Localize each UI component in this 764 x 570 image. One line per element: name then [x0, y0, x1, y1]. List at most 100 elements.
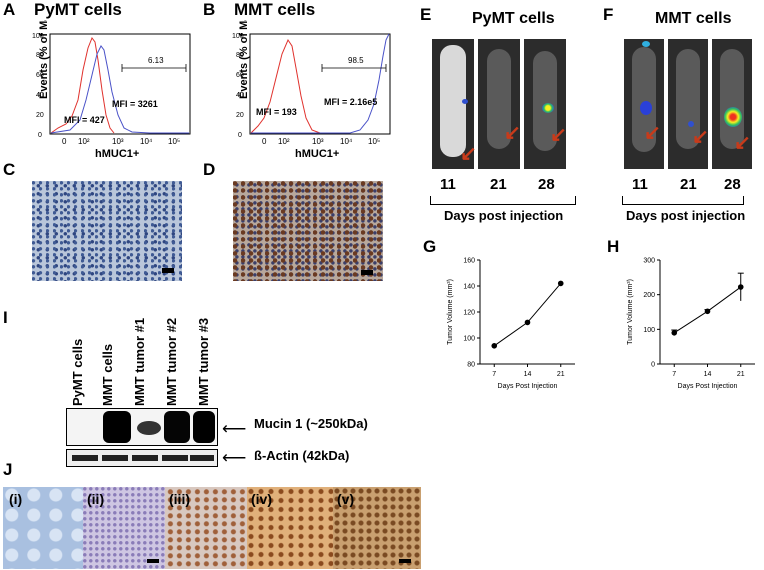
svg-text:60: 60 — [36, 72, 44, 79]
lane-label: PyMT cells — [70, 338, 85, 406]
panel-a-histogram: Events (% of Max) 0 20 40 60 80 100 0 10… — [32, 20, 191, 160]
svg-text:80: 80 — [36, 52, 44, 59]
panel-e-imaging: ↙ ↙ ↙ — [430, 36, 590, 171]
panel-b-ylabel: Events (% of Max) — [238, 20, 250, 99]
panel-label-d: D — [203, 160, 216, 179]
lane-label: MMT tumor #2 — [164, 317, 179, 406]
ihc-image: (iii) — [165, 487, 247, 569]
y-tick-label: 80 — [467, 362, 475, 369]
panel-f-title: MMT cells — [655, 10, 732, 27]
x-tick-label: 14 — [704, 371, 712, 378]
blot-lane-labels: PyMT cells MMT cells MMT tumor #1 MMT tu… — [62, 312, 222, 408]
panel-a-title: PyMT cells — [34, 0, 122, 19]
x-tick-label: 21 — [737, 371, 745, 378]
arrow-icon: ↙ — [460, 143, 477, 165]
actin-blot — [66, 449, 218, 467]
panel-f-bracket — [622, 196, 744, 205]
panel-label-c: C — [3, 160, 16, 179]
svg-text:10³: 10³ — [112, 137, 124, 146]
mouse-image: ↙ — [624, 39, 664, 169]
panel-b-gate-value: 98.5 — [348, 56, 364, 65]
panel-label-a: A — [3, 0, 16, 19]
panel-b-xlabel: hMUC1+ — [295, 148, 339, 160]
y-tick-label: 200 — [643, 292, 655, 299]
panel-a-ylabel: Events (% of Max) — [38, 20, 50, 99]
panel-a-xticks: 0 10² 10³ 10⁴ 10⁵ — [62, 137, 180, 146]
band1-label: Mucin 1 (~250kDa) — [254, 416, 368, 431]
data-point — [671, 330, 678, 336]
panel-label-b: B — [203, 0, 216, 19]
svg-text:0: 0 — [262, 137, 267, 146]
panel-d-micrograph — [233, 181, 383, 281]
svg-text:80: 80 — [236, 52, 244, 59]
mouse-image: ↙ — [668, 39, 709, 169]
svg-text:20: 20 — [36, 112, 44, 119]
svg-text:10²: 10² — [278, 137, 290, 146]
y-tick-label: 300 — [643, 258, 655, 265]
panel-e-title: PyMT cells — [472, 10, 555, 27]
scale-bar — [162, 268, 174, 273]
svg-text:10⁴: 10⁴ — [140, 137, 153, 146]
panel-b-yticks: 0 20 40 60 80 100 — [232, 33, 244, 139]
panel-a-mfi-blue: MFI = 3261 — [112, 99, 158, 109]
svg-text:0: 0 — [38, 132, 42, 139]
svg-text:10³: 10³ — [312, 137, 324, 146]
panel-h-chart: 0 100 200 300 7 14 21 Days Post Injection Tumor … — [627, 258, 755, 390]
y-axis-label: Tumor Volume (mm³) — [627, 279, 634, 345]
y-axis-label: Tumor Volume (mm³) — [447, 279, 454, 345]
scale-bar — [147, 559, 159, 563]
panel-a-gate-value: 6.13 — [148, 56, 164, 65]
panel-label-j: J — [3, 460, 13, 479]
panel-b-histogram: Events (% of Max) 0 20 40 60 80 100 0 10… — [232, 20, 391, 160]
y-tick-label: 160 — [463, 258, 475, 265]
red-histogram — [50, 36, 115, 134]
panel-a-xlabel: hMUC1+ — [95, 148, 139, 160]
panel-c-micrograph — [32, 181, 182, 281]
data-point — [704, 308, 711, 315]
svg-text:100: 100 — [232, 33, 244, 40]
mouse-image: ↙ — [478, 39, 521, 169]
ihc-image: (iv) — [247, 487, 333, 569]
svg-text:40: 40 — [36, 92, 44, 99]
blue-histogram — [50, 45, 189, 134]
ihc-image: (i) — [3, 487, 83, 569]
panel-b-xticks: 0 10² 10³ 10⁴ 10⁵ — [262, 137, 380, 146]
blue-histogram — [251, 33, 390, 134]
svg-text:10²: 10² — [78, 137, 90, 146]
y-tick-label: 120 — [463, 310, 475, 317]
arrow-icon: ↙ — [550, 124, 567, 146]
panel-g-chart: 80 100 120 140 160 7 14 21 Days Post Injection Tu… — [447, 258, 575, 390]
arrow-icon: ↙ — [734, 132, 751, 154]
arrow-icon: ↙ — [692, 126, 709, 148]
band2-label: ß-Actin (42kDa) — [254, 448, 350, 463]
x-axis-label: Days Post Injection — [498, 383, 558, 390]
arrow-icon: ↙ — [644, 122, 661, 144]
svg-text:10⁵: 10⁵ — [368, 137, 380, 146]
panel-a-yticks: 0 20 40 60 80 100 — [32, 33, 44, 139]
svg-text:40: 40 — [236, 92, 244, 99]
mucin-blot — [66, 408, 218, 446]
x-tick-label: 21 — [557, 371, 565, 378]
panel-label-e: E — [420, 5, 432, 24]
svg-text:10⁵: 10⁵ — [168, 137, 180, 146]
panel-label-i: I — [3, 308, 8, 327]
panel-b-title: MMT cells — [234, 0, 316, 19]
svg-text:10⁴: 10⁴ — [340, 137, 353, 146]
svg-text:0: 0 — [238, 132, 242, 139]
lane-label: MMT tumor #3 — [196, 317, 211, 406]
y-tick-label: 100 — [643, 327, 655, 334]
data-point — [557, 280, 564, 287]
arrow-icon: ↙ — [504, 122, 521, 144]
scale-bar — [399, 559, 411, 563]
panel-e-caption: Days post injection — [444, 208, 564, 223]
mouse-image: ↙ — [712, 39, 752, 169]
x-tick-label: 7 — [492, 371, 496, 378]
arrow-left-icon: ⟵ — [222, 419, 247, 438]
data-point — [524, 319, 531, 326]
svg-text:60: 60 — [236, 72, 244, 79]
x-axis-label: Days Post Injection — [678, 383, 738, 390]
red-histogram — [250, 38, 321, 134]
mouse-image: ↙ — [432, 39, 477, 169]
panel-label-f: F — [603, 5, 614, 24]
panel-f-imaging: ↙ ↙ ↙ — [622, 36, 764, 171]
